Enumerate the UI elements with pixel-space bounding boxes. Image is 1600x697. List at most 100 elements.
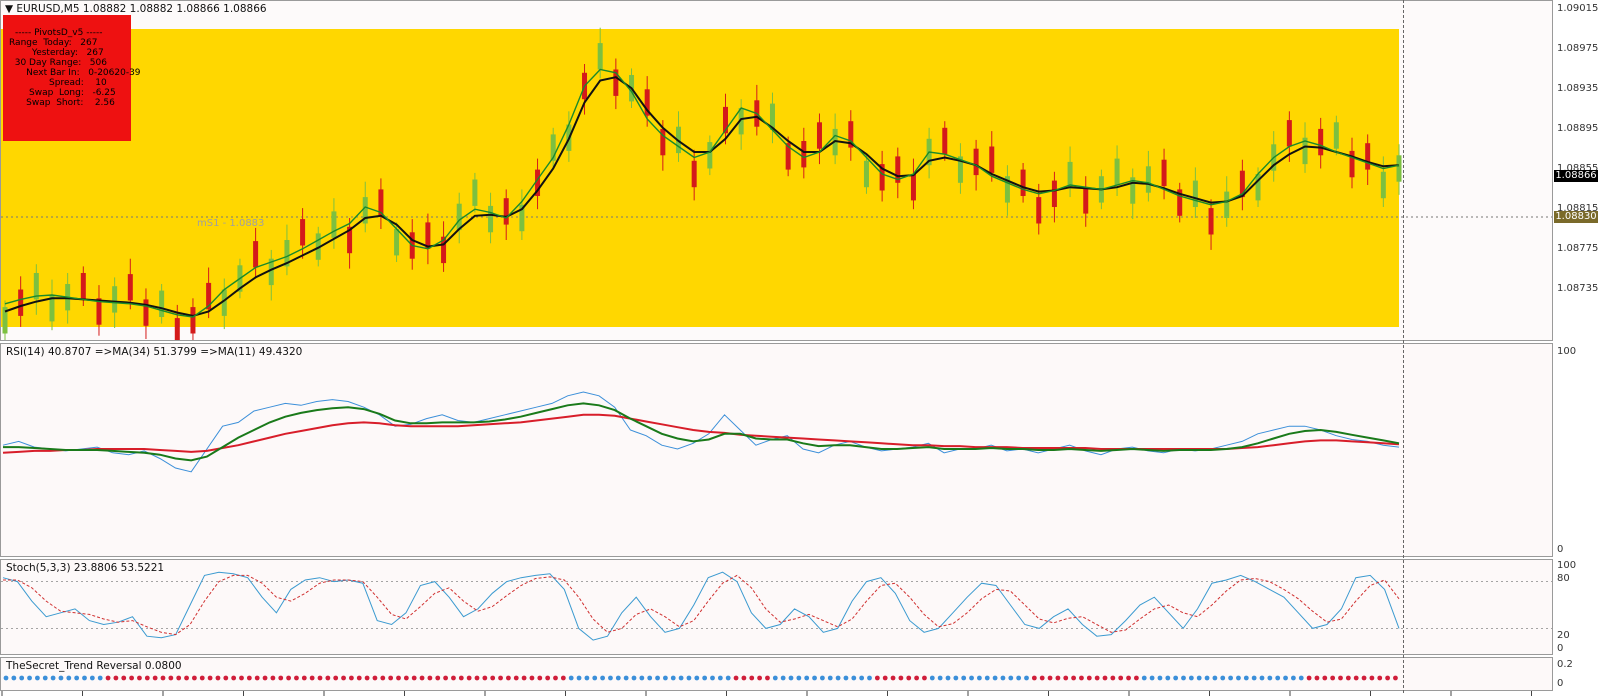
trend-dot (11, 675, 17, 681)
trend-dot (874, 675, 880, 681)
candle-body (268, 258, 274, 286)
price-tick: 1.08855 (1557, 163, 1599, 174)
trend-dot (427, 675, 433, 681)
trend-dot (749, 675, 755, 681)
trend-dot (1314, 675, 1320, 681)
stoch-main-line (2, 571, 1400, 641)
candle-body (895, 156, 901, 183)
rsi-line (2, 391, 1400, 473)
trend-dot (663, 675, 668, 681)
trend-dot (1024, 675, 1029, 681)
price-axis[interactable]: 1.09015 1.08975 1.08935 1.08895 1.08855 … (1553, 0, 1600, 697)
level-price-marker: 1.08830 (1554, 211, 1598, 223)
price-range-band (1, 29, 1399, 327)
trend-dot (506, 675, 511, 681)
trend-dot (301, 675, 307, 681)
trend-dot (568, 675, 574, 681)
stochastic-pane[interactable]: Stoch(5,3,3) 23.8806 53.5221 (0, 559, 1553, 655)
trend-dot (717, 675, 723, 681)
trend-dot (1330, 675, 1336, 681)
trend-dot (443, 675, 448, 681)
trend-dot (733, 675, 739, 681)
trend-dot (537, 675, 543, 681)
trend-dot (1220, 675, 1226, 681)
pivot-row: Yesterday: 267 (9, 48, 104, 58)
trend-dot (1110, 675, 1116, 681)
trend-tick: 0.2 (1557, 659, 1573, 670)
candle-body (1004, 176, 1010, 203)
stochastic-tick: 80 (1557, 573, 1570, 584)
candle-body (2, 307, 8, 334)
pivot-row: Swap Short: 2.56 (9, 98, 115, 108)
trend-dot (529, 675, 535, 681)
trend-dot (474, 675, 480, 681)
trend-dot (765, 675, 770, 681)
candle-body (1145, 166, 1151, 193)
candle-body (550, 134, 556, 161)
trend-dot (961, 675, 967, 681)
trend-dot (215, 675, 221, 681)
price-chart-pane[interactable]: ▼ EURUSD,M5 1.08882 1.08882 1.08866 1.08… (0, 0, 1553, 341)
trend-dot (403, 675, 409, 681)
trend-dot (458, 675, 464, 681)
candle-body (910, 174, 916, 201)
trend-dot (945, 675, 951, 681)
trend-dot (1228, 675, 1233, 681)
trend-dot (388, 675, 394, 681)
candle-body (331, 211, 337, 238)
pivot-row: Swap Long: -6.25 (9, 88, 116, 98)
trend-dot (859, 675, 865, 681)
candle-body (96, 298, 102, 325)
stochastic-tick: 20 (1557, 630, 1570, 641)
trend-dot (270, 675, 276, 681)
candle-body (80, 273, 86, 300)
trend-dot (937, 675, 943, 681)
trend-dot (152, 675, 158, 681)
trend-reversal-pane[interactable]: TheSecret_Trend Reversal 0.0800 (0, 657, 1553, 691)
trend-dot (592, 675, 598, 681)
candle-body (1083, 187, 1089, 214)
trend-dot (615, 675, 621, 681)
fast-moving-average-line (4, 68, 1400, 318)
trend-dot (105, 675, 111, 681)
trend-dot (1377, 675, 1383, 681)
trend-dot (184, 675, 189, 681)
candle-body (769, 103, 775, 130)
trend-dot (1251, 675, 1257, 681)
trend-dot (1039, 675, 1045, 681)
trend-dot (906, 675, 912, 681)
trend-dot (82, 675, 87, 681)
trend-dot (42, 675, 48, 681)
trend-dot (498, 675, 503, 681)
trend-dot (788, 675, 794, 681)
candle-body (362, 197, 368, 224)
trend-dot (309, 675, 315, 681)
trend-dot (286, 675, 291, 681)
pivot-row: Next Bar In: 0-20620-39 (9, 68, 141, 78)
price-tick: 1.08975 (1557, 43, 1599, 54)
trend-dot (89, 675, 95, 681)
candle-body (1051, 180, 1057, 207)
trend-dot (772, 675, 778, 681)
trend-dot (1393, 675, 1398, 681)
trend-dot (1126, 675, 1131, 681)
trend-dot (1322, 675, 1328, 681)
trend-dot (411, 675, 417, 681)
trend-dot (1267, 675, 1273, 681)
trend-dot (1157, 675, 1163, 681)
trend-dot (168, 675, 174, 681)
rsi-pane[interactable]: RSI(14) 40.8707 =>MA(34) 51.3799 =>MA(11… (0, 343, 1553, 557)
trend-dot (1353, 675, 1359, 681)
trend-dot (137, 675, 142, 681)
price-tick: 1.08895 (1557, 123, 1599, 134)
candle-body (1396, 155, 1402, 182)
stochastic-tick: 0 (1557, 643, 1564, 654)
trend-dot (851, 675, 857, 681)
trend-dot (922, 675, 927, 681)
trend-dot (372, 675, 378, 681)
pivots-info-panel: ----- PivotsD_v5 ----- Range Today: 267 … (3, 15, 141, 141)
candle-body (425, 222, 431, 249)
trend-dot (553, 675, 558, 681)
candle-body (143, 299, 149, 326)
candle-body (722, 106, 728, 134)
